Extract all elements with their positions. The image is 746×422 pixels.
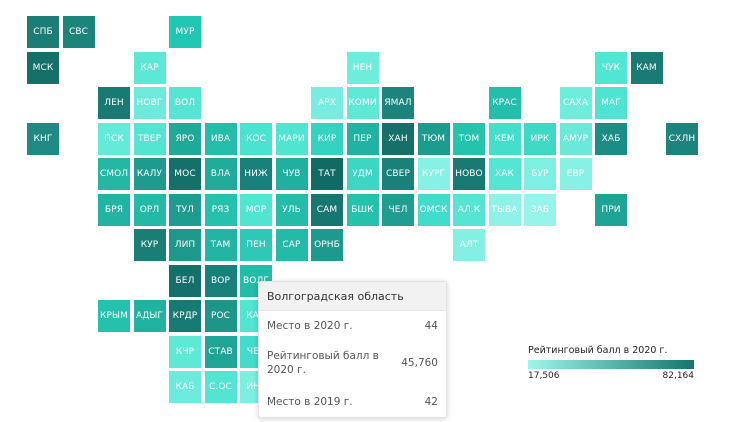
region-tile[interactable]: КАМ	[630, 51, 663, 84]
region-tile[interactable]: КЧР	[169, 335, 201, 368]
tooltip-row-place-2019: Место в 2019 г. 42	[267, 395, 438, 409]
region-tile[interactable]: ХАН	[382, 122, 414, 155]
region-tile[interactable]: КАБ	[169, 371, 201, 403]
region-tile[interactable]: ХАК	[488, 158, 521, 190]
region-tile[interactable]: ЕВР	[559, 158, 592, 190]
tooltip-value: 45,760	[401, 357, 438, 369]
legend-max: 82,164	[662, 371, 695, 381]
region-tile[interactable]: ЗАБ	[524, 193, 556, 226]
region-tile[interactable]: РЯЗ	[204, 193, 237, 226]
region-tile[interactable]: КОС	[240, 122, 272, 155]
region-tile[interactable]: СПБ	[27, 16, 59, 48]
color-legend: Рейтинговый балл в 2020 г. 17,506 82,164	[528, 345, 698, 381]
region-tile[interactable]: ТВЕР	[133, 122, 166, 155]
tooltip-row-place-2020: Место в 2020 г. 44	[267, 319, 438, 333]
region-tile[interactable]: НОВГ	[133, 87, 166, 119]
region-tile[interactable]: КУРГ	[417, 158, 450, 190]
legend-min: 17,506	[528, 371, 560, 381]
region-tile[interactable]: АРХ	[311, 87, 343, 119]
region-tile[interactable]: САМ	[311, 193, 343, 226]
region-tile[interactable]: ПЕР	[346, 122, 379, 155]
tooltip-row-score-2020: Рейтинговый балл в 2020 г. 45,760	[267, 349, 438, 377]
region-tile[interactable]: БЕЛ	[169, 264, 201, 297]
region-tile[interactable]: МАРИ	[275, 122, 308, 155]
region-tooltip: Волгоградская область Место в 2020 г. 44…	[258, 281, 447, 418]
region-tile[interactable]: АЛТ	[453, 229, 485, 261]
region-tile[interactable]: КАЛУ	[133, 158, 166, 190]
region-tile[interactable]: ТАТ	[311, 158, 343, 190]
region-tile[interactable]: МОР	[240, 193, 272, 226]
tooltip-value: 44	[424, 320, 438, 332]
region-tile[interactable]: ЧЕЛ	[382, 193, 414, 226]
legend-labels: 17,506 82,164	[528, 371, 694, 381]
region-tile[interactable]: КРЫМ	[98, 300, 130, 332]
region-tile[interactable]: АЛ.К	[453, 193, 485, 226]
region-tile[interactable]: ОРНБ	[311, 229, 343, 261]
region-tile[interactable]: АМУР	[559, 122, 592, 155]
region-tile[interactable]: СМОЛ	[98, 158, 130, 190]
region-tile[interactable]: КНГ	[27, 122, 59, 155]
tooltip-label: Рейтинговый балл в 2020 г.	[267, 350, 379, 376]
region-tile[interactable]: ЯРО	[169, 122, 201, 155]
region-tile[interactable]: ЛЕН	[98, 87, 130, 119]
tooltip-label: Место в 2020 г.	[267, 320, 353, 332]
region-tile[interactable]: МОС	[169, 158, 201, 190]
region-tile[interactable]: КИР	[311, 122, 343, 155]
region-tile[interactable]: ЧУК	[595, 51, 627, 84]
region-tile[interactable]: УЛЬ	[275, 193, 308, 226]
region-tile[interactable]: ИВА	[204, 122, 237, 155]
region-tile[interactable]: ОМСК	[417, 193, 450, 226]
region-tile[interactable]: КЕМ	[488, 122, 521, 155]
region-tile[interactable]: СХЛН	[666, 122, 698, 155]
region-tile[interactable]: МУР	[169, 16, 201, 48]
region-tile[interactable]: С.ОС	[204, 371, 237, 403]
legend-title: Рейтинговый балл в 2020 г.	[528, 345, 668, 356]
region-tile[interactable]: ТАМ	[204, 229, 237, 261]
tooltip-label: Место в 2019 г.	[267, 396, 353, 408]
region-tile[interactable]: МАГ	[595, 87, 627, 119]
region-tile[interactable]: ЧУВ	[275, 158, 308, 190]
region-tile[interactable]: СТАВ	[204, 335, 237, 368]
region-tile[interactable]: КОМИ	[346, 87, 379, 119]
region-tile[interactable]: ВОЛ	[169, 87, 201, 119]
region-tile[interactable]: НИЖ	[240, 158, 272, 190]
region-tile[interactable]: БШК	[346, 193, 379, 226]
region-tile[interactable]: ЛИП	[169, 229, 201, 261]
region-tile[interactable]: ВОР	[204, 264, 237, 297]
region-tile[interactable]: ХАБ	[595, 122, 627, 155]
region-tile[interactable]: КАР	[133, 51, 166, 84]
region-tile[interactable]: СВС	[62, 16, 95, 48]
region-tile[interactable]: ПРИ	[595, 193, 627, 226]
legend-gradient-bar	[528, 360, 694, 369]
region-tile[interactable]: САХА	[559, 87, 592, 119]
region-tile[interactable]: БРЯ	[98, 193, 130, 226]
region-tile[interactable]: МСК	[27, 51, 59, 84]
region-tile[interactable]: ПЕН	[240, 229, 272, 261]
region-tile[interactable]: КРАС	[488, 87, 521, 119]
region-tile[interactable]: БУР	[524, 158, 556, 190]
region-tile[interactable]: ИРК	[524, 122, 556, 155]
region-tile[interactable]: ТУЛ	[169, 193, 201, 226]
region-tile[interactable]: ЯМАЛ	[382, 87, 414, 119]
tooltip-value: 42	[424, 396, 438, 408]
region-tile[interactable]: КУР	[133, 229, 166, 261]
region-tile[interactable]: ТЫВА	[488, 193, 521, 226]
region-tile[interactable]: САР	[275, 229, 308, 261]
region-tile[interactable]: ТОМ	[453, 122, 485, 155]
region-tile[interactable]: ТЮМ	[417, 122, 450, 155]
region-tile[interactable]: ОРЛ	[133, 193, 166, 226]
region-tile[interactable]: УДМ	[346, 158, 379, 190]
region-tile[interactable]: РОС	[204, 300, 237, 332]
region-tile[interactable]: ВЛА	[204, 158, 237, 190]
region-tile[interactable]: АДЫГ	[133, 300, 166, 332]
tooltip-title: Волгоградская область	[259, 282, 446, 311]
region-tile[interactable]: ПСК	[98, 122, 130, 155]
region-tile[interactable]: НЕН	[346, 51, 379, 84]
region-tile[interactable]: СВЕР	[382, 158, 414, 190]
region-tile[interactable]: НОВО	[453, 158, 485, 190]
region-tile[interactable]: КРДР	[169, 300, 201, 332]
